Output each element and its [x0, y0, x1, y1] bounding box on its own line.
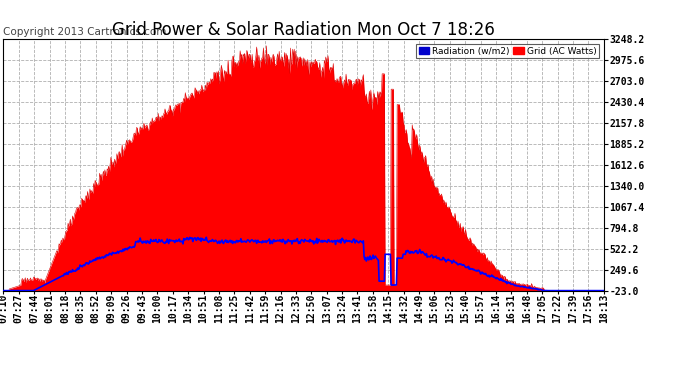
Title: Grid Power & Solar Radiation Mon Oct 7 18:26: Grid Power & Solar Radiation Mon Oct 7 1… — [112, 21, 495, 39]
Text: Copyright 2013 Cartronics.com: Copyright 2013 Cartronics.com — [3, 27, 167, 37]
Legend: Radiation (w/m2), Grid (AC Watts): Radiation (w/m2), Grid (AC Watts) — [416, 44, 599, 58]
